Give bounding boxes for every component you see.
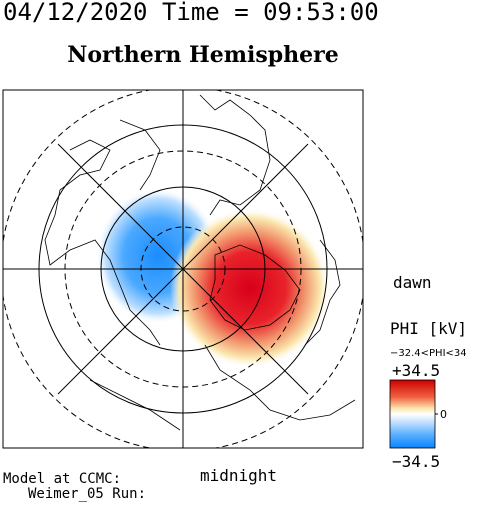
title: Northern Hemisphere xyxy=(67,42,339,68)
colorbar-max: +34.5 xyxy=(392,361,440,380)
positive-cell xyxy=(170,208,330,368)
coastlines xyxy=(44,94,356,431)
polar-plot xyxy=(3,90,363,448)
colorbar-mid: 0 xyxy=(440,408,447,421)
colorbar-range: −32.4<PHI<34 xyxy=(390,348,467,359)
footer-line1: Model at CCMC: xyxy=(3,471,121,487)
colorbar xyxy=(389,379,436,449)
footer-line2: Weimer_05 Run: xyxy=(28,486,146,502)
colorbar-min: −34.5 xyxy=(392,452,440,471)
grid xyxy=(3,90,363,448)
midnight-label: midnight xyxy=(200,466,277,485)
plot-frame xyxy=(2,89,364,449)
time-label: 04/12/2020 Time = 09:53:00 xyxy=(3,0,379,26)
dawn-label: dawn xyxy=(393,273,432,292)
colorbar-title: PHI [kV] xyxy=(390,319,467,338)
